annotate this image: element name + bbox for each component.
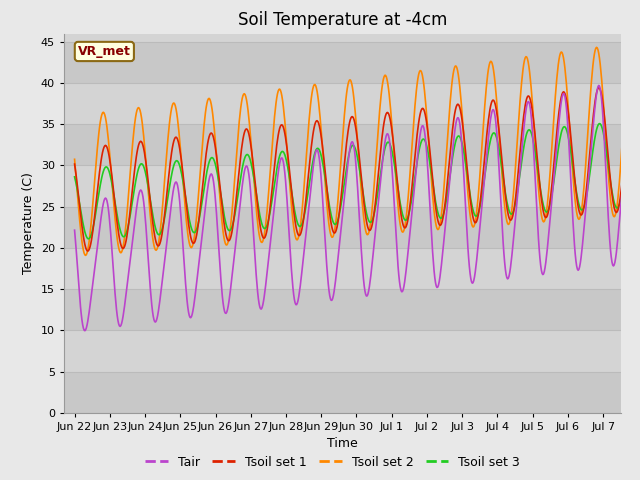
Bar bbox=[64, 42, 621, 83]
Y-axis label: Temperature (C): Temperature (C) bbox=[22, 172, 35, 274]
X-axis label: Time: Time bbox=[327, 437, 358, 450]
Bar bbox=[64, 207, 621, 248]
Bar bbox=[64, 124, 621, 166]
Text: VR_met: VR_met bbox=[78, 45, 131, 58]
Bar bbox=[64, 372, 621, 413]
Title: Soil Temperature at -4cm: Soil Temperature at -4cm bbox=[237, 11, 447, 29]
Bar bbox=[64, 289, 621, 330]
Legend: Tair, Tsoil set 1, Tsoil set 2, Tsoil set 3: Tair, Tsoil set 1, Tsoil set 2, Tsoil se… bbox=[140, 451, 525, 474]
